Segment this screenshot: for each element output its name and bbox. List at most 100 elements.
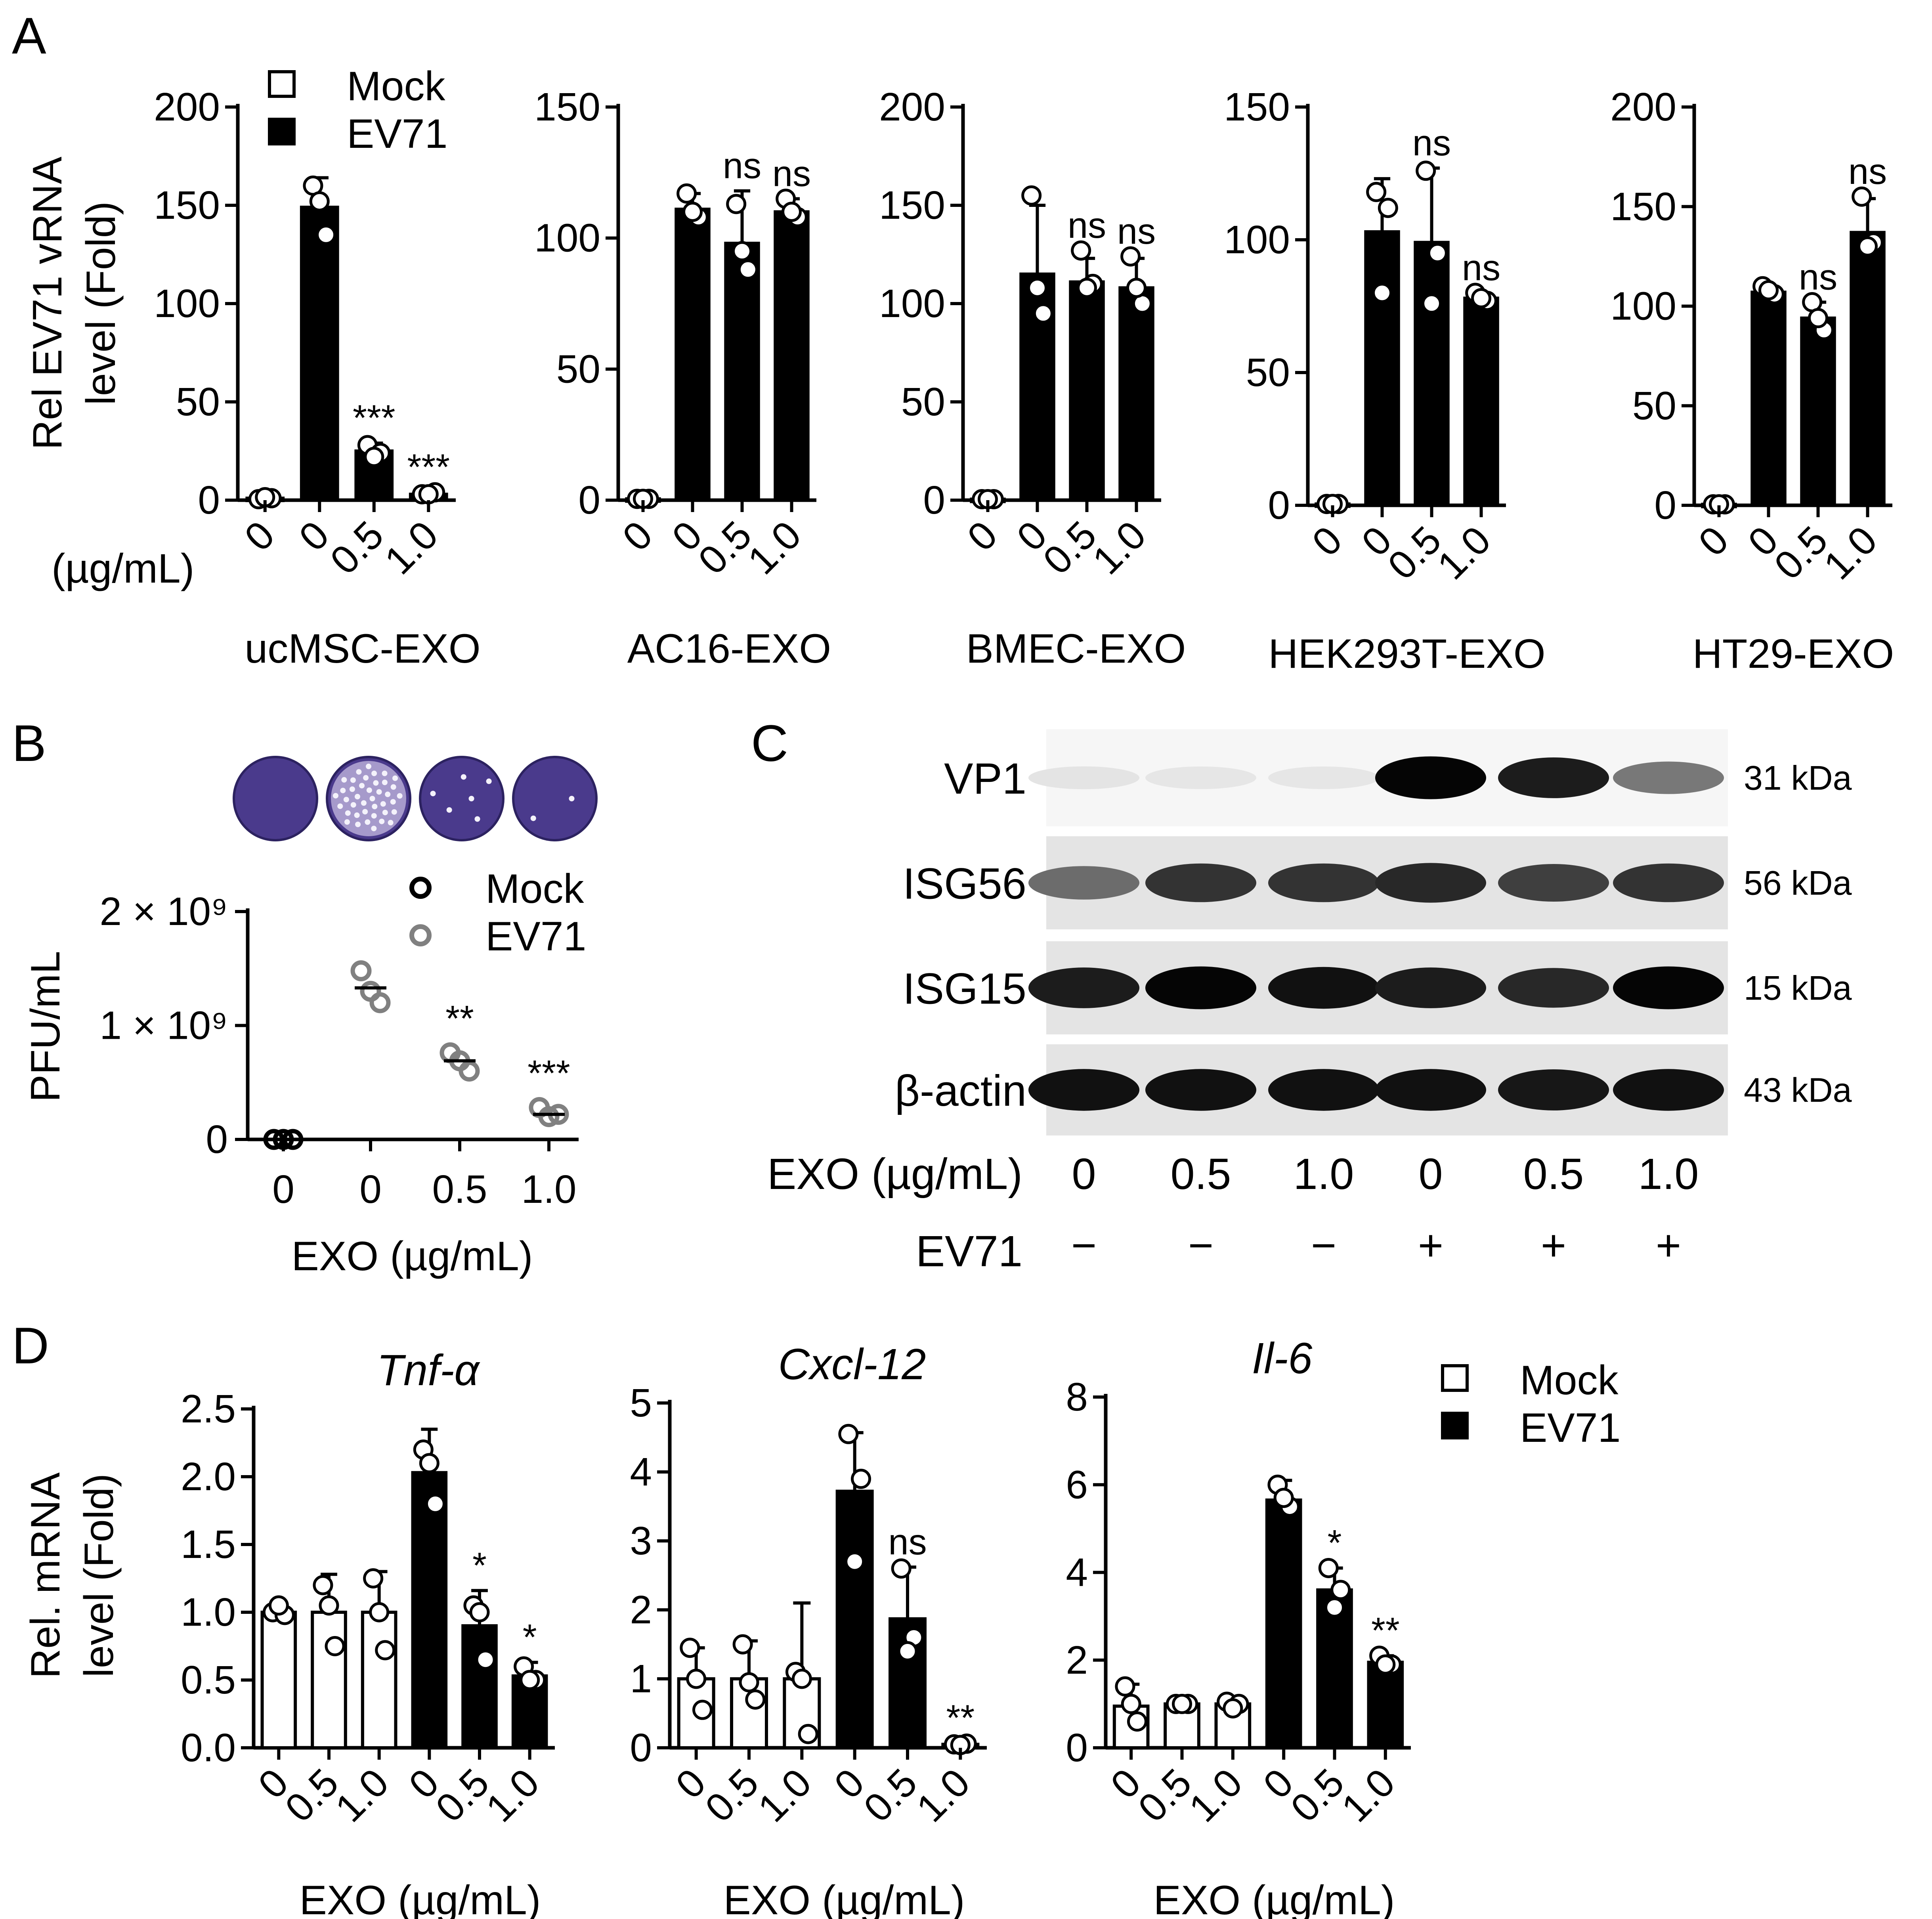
x-axis-label: EXO (µg/mL) — [292, 1233, 533, 1279]
data-point — [1121, 1693, 1141, 1714]
data-point — [1808, 308, 1828, 329]
plaque-spot — [337, 803, 343, 809]
legend-label-mock: Mock — [1520, 1357, 1619, 1403]
chart-d1-y-tick-label: 1.0 — [181, 1590, 236, 1634]
y-axis-label-line1: Rel EV71 vRNA — [25, 156, 71, 449]
band — [1268, 1069, 1379, 1111]
data-point — [425, 1493, 445, 1514]
significance-label: ** — [946, 1698, 975, 1738]
band — [1145, 1069, 1256, 1111]
data-point — [350, 960, 372, 981]
legend-label-ev71: EV71 — [347, 111, 447, 157]
plaque-assay-plates — [233, 756, 598, 841]
band — [1613, 761, 1724, 794]
bar-1.0 — [361, 1611, 397, 1749]
plaque-spot — [344, 819, 350, 825]
plaque-spot — [354, 794, 360, 800]
blot-ev71-value: − — [1071, 1221, 1097, 1270]
chart-a5-y-tick-label: 150 — [1610, 184, 1676, 229]
chart-d2-y-tick-label: 4 — [630, 1450, 652, 1494]
data-point — [316, 224, 336, 245]
data-point — [1077, 277, 1097, 298]
data-point — [1318, 1558, 1339, 1578]
y-axis-label-line2: level (Fold) — [78, 201, 124, 405]
plaque-spot — [349, 786, 355, 792]
data-point — [360, 981, 381, 1002]
bar-0 — [1364, 230, 1400, 507]
x-tick-label: 1.0 — [478, 1760, 548, 1830]
x-tick-label: 1.0 — [1429, 518, 1499, 588]
blot-strip-vp1: VP1 31 kDa — [944, 729, 1852, 826]
plaque-spot — [397, 793, 403, 799]
chart-a4-y-tick-label: 100 — [1224, 218, 1290, 262]
band — [1498, 757, 1609, 798]
plaque-spot — [430, 791, 436, 797]
x-axis-label: EXO (µg/mL) — [1154, 1877, 1395, 1919]
y-axis-label-line1: Rel. mRNA — [23, 1472, 69, 1678]
data-point — [738, 259, 758, 280]
data-point — [325, 1636, 345, 1656]
plaque-spot — [385, 791, 391, 797]
plaque-spot — [390, 799, 396, 805]
band — [1028, 766, 1139, 789]
x-tick-label: 0 — [272, 1167, 294, 1212]
significance-label: ** — [445, 999, 474, 1039]
band — [1145, 766, 1256, 789]
bar-1.0 — [1367, 1661, 1404, 1749]
data-point — [1324, 1597, 1345, 1618]
x-tick-label: 0 — [1304, 518, 1351, 565]
x-tick-label: 1.0 — [1084, 512, 1154, 583]
bar-0.5 — [724, 241, 760, 502]
significance-label: ns — [1848, 151, 1887, 192]
plate-4 — [512, 756, 598, 841]
panel-letter-d: D — [12, 1317, 49, 1374]
blot-exo-value: 0.5 — [1523, 1150, 1584, 1198]
data-point — [419, 1453, 440, 1474]
panel-letter-a: A — [12, 7, 46, 65]
blot-strip-isg56: ISG56 56 kDa — [903, 836, 1852, 929]
significance-label: * — [523, 1617, 537, 1658]
chart-a3-y-tick-label: 100 — [879, 281, 945, 326]
plaque-spot — [343, 797, 349, 803]
plaque-spot — [371, 813, 377, 819]
band — [1028, 1069, 1139, 1111]
chart-d1-y-tick-label: 2.5 — [181, 1387, 236, 1431]
plate-clearing — [331, 761, 406, 836]
chart-a4-y-tick-label: 0 — [1268, 483, 1290, 528]
data-point — [369, 1602, 390, 1623]
chart-a3-y-tick-label: 50 — [901, 380, 945, 424]
data-point — [268, 1595, 289, 1616]
chart-d2-y-tick-label: 2 — [630, 1588, 652, 1632]
chart-a2-y-tick-label: 0 — [578, 478, 600, 522]
chart-a2-y-tick-label: 150 — [534, 85, 600, 129]
plaque-spot — [355, 822, 361, 828]
x-tick-label: 1.0 — [1333, 1760, 1403, 1830]
chart-d1-y-tick-label: 1.5 — [181, 1522, 236, 1567]
data-point — [1127, 1711, 1147, 1732]
blot-ev71-value: − — [1188, 1221, 1213, 1270]
plaque-spot — [391, 809, 397, 815]
blot-row-label: ISG56 — [903, 860, 1026, 908]
data-point — [375, 1640, 396, 1661]
significance-label: *** — [527, 1053, 570, 1094]
band — [1498, 864, 1609, 902]
data-point — [1027, 277, 1047, 298]
chart-title: Cxcl-12 — [778, 1340, 926, 1389]
band — [1375, 1069, 1486, 1111]
significance-label: ns — [1068, 205, 1106, 246]
data-point — [1416, 161, 1436, 181]
plaque-spot — [366, 787, 372, 793]
data-point — [798, 1724, 818, 1744]
data-point — [686, 1669, 707, 1689]
plaque-spot — [380, 801, 386, 807]
chart-a1-y-tick-label: 0 — [198, 478, 220, 522]
data-point — [1852, 186, 1872, 207]
blot-kda-label: 15 kDa — [1744, 969, 1852, 1007]
data-point — [309, 191, 330, 212]
legend-swatch-mock — [1441, 1364, 1469, 1392]
bar-0.5 — [1800, 316, 1836, 507]
chart-a5-y-tick-label: 50 — [1632, 384, 1676, 428]
